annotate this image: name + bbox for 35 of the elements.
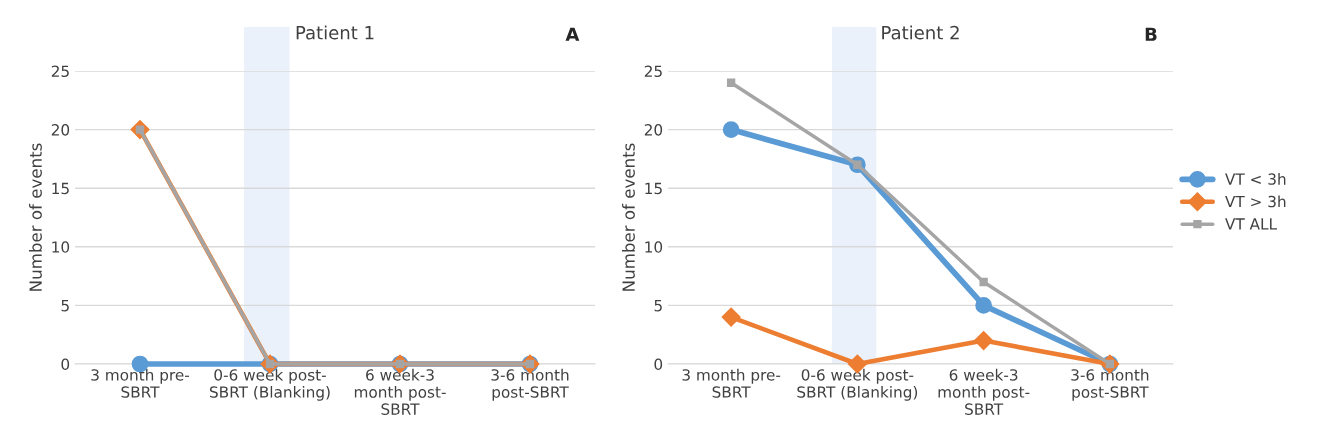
y-tick-label: 0 (61, 358, 70, 371)
y-tick-label: 15 (52, 182, 69, 195)
x-tick-label: 3-6 month post-SBRT (1071, 368, 1149, 401)
point (722, 121, 740, 138)
x-tick-label: 0-6 week post- SBRT (Blanking) (209, 368, 330, 401)
point (721, 307, 741, 327)
y-tick-label: 15 (645, 182, 662, 195)
x-tick-label: 6 week-3 month post- SBRT (938, 368, 1030, 415)
point (726, 78, 736, 87)
y-tick-label: 25 (51, 65, 69, 78)
point (974, 331, 994, 351)
y-tick-label: 20 (51, 124, 70, 136)
text: B (1145, 27, 1157, 41)
y-tick-label: 25 (644, 65, 662, 78)
y-tick-label: 10 (645, 241, 663, 253)
y-tick-label: 0 (654, 358, 663, 371)
chart-title: Patient 2 (882, 25, 959, 40)
y-axis-title: Number of events (29, 143, 42, 291)
y-tick-label: 5 (654, 300, 662, 312)
x-tick-label: 3 month pre- SBRT (682, 368, 781, 398)
x-tick-label: 3-6 month post-SBRT (491, 368, 569, 401)
legend-label: VT > 3h (1225, 195, 1286, 208)
y-axis-title: Number of events (622, 143, 635, 291)
x-tick-label: 6 week-3 month post- SBRT (354, 368, 446, 415)
chart-title: Patient 1 (296, 25, 374, 40)
legend-label: VT < 3h (1225, 173, 1286, 185)
x-tick-label: 3 month pre- SBRT (91, 368, 190, 398)
y-tick-label: 5 (61, 300, 69, 312)
point (979, 277, 988, 287)
legend-label: VT ALL (1225, 218, 1277, 230)
y-tick-label: 10 (52, 241, 70, 253)
x-tick-label: 0-6 week post- SBRT (Blanking) (797, 368, 918, 401)
text: A (565, 27, 580, 41)
point (975, 297, 992, 314)
y-tick-label: 20 (644, 124, 663, 136)
